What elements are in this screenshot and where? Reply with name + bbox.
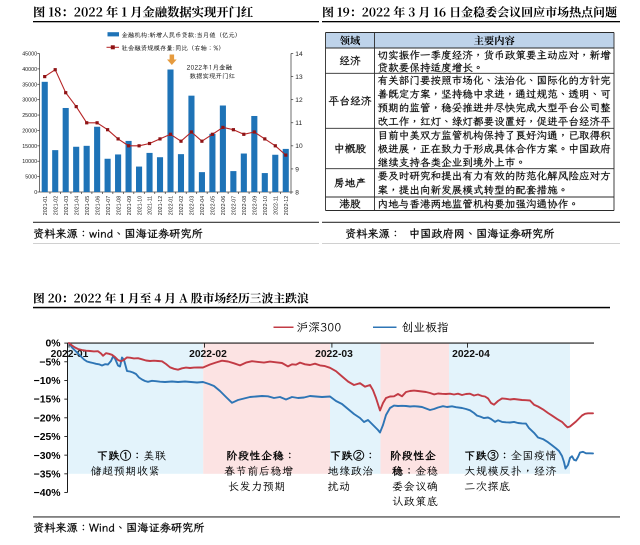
svg-text:2021-10: 2021-10 — [137, 196, 143, 215]
svg-text:8: 8 — [295, 189, 299, 196]
svg-text:2022-12: 2022-12 — [284, 196, 290, 215]
svg-text:2021-02: 2021-02 — [53, 196, 59, 215]
svg-text:−40%: −40% — [34, 488, 61, 499]
svg-text:2022-02: 2022-02 — [179, 196, 185, 215]
svg-text:2021-08: 2021-08 — [116, 196, 122, 215]
svg-text:14: 14 — [295, 51, 303, 58]
svg-text:2022-04: 2022-04 — [452, 349, 490, 360]
svg-text:2022-03: 2022-03 — [190, 196, 196, 215]
svg-text:20000: 20000 — [22, 128, 37, 134]
svg-text:−5%: −5% — [39, 357, 60, 368]
svg-text:2022-02: 2022-02 — [189, 349, 227, 360]
svg-text:10: 10 — [295, 143, 303, 150]
svg-text:40000: 40000 — [22, 67, 37, 73]
svg-text:2021-12: 2021-12 — [158, 196, 164, 215]
svg-text:2021-01: 2021-01 — [43, 196, 49, 215]
svg-text:2021-03: 2021-03 — [64, 196, 70, 215]
svg-text:−25%: −25% — [34, 432, 61, 443]
svg-text:2022-08: 2022-08 — [242, 196, 248, 215]
svg-text:0%: 0% — [45, 339, 60, 350]
svg-text:2021-05: 2021-05 — [85, 196, 91, 215]
svg-text:10000: 10000 — [22, 159, 37, 165]
svg-text:2022-11: 2022-11 — [274, 196, 280, 215]
svg-text:2021-07: 2021-07 — [106, 196, 112, 215]
svg-text:35000: 35000 — [22, 82, 37, 88]
svg-text:13: 13 — [295, 74, 303, 81]
svg-text:5000: 5000 — [25, 175, 37, 181]
svg-text:2021-09: 2021-09 — [127, 196, 133, 215]
svg-text:9: 9 — [295, 166, 299, 173]
svg-text:2022-05: 2022-05 — [211, 196, 217, 215]
svg-text:2022-04: 2022-04 — [200, 196, 206, 215]
svg-text:2022-03: 2022-03 — [315, 349, 353, 360]
svg-text:2022-06: 2022-06 — [221, 196, 227, 215]
svg-text:2022-07: 2022-07 — [232, 196, 238, 215]
svg-text:−20%: −20% — [34, 413, 61, 424]
svg-text:2021-11: 2021-11 — [148, 196, 154, 215]
svg-text:12: 12 — [295, 97, 303, 104]
svg-text:0: 0 — [34, 190, 37, 196]
svg-text:−30%: −30% — [34, 451, 61, 462]
svg-text:2022-10: 2022-10 — [263, 196, 269, 215]
svg-text:2022-01: 2022-01 — [51, 349, 89, 360]
svg-text:30000: 30000 — [22, 98, 37, 104]
svg-text:2022-09: 2022-09 — [253, 196, 259, 215]
svg-text:2021-06: 2021-06 — [95, 196, 101, 215]
svg-text:11: 11 — [295, 120, 302, 127]
svg-text:2022-01: 2022-01 — [169, 196, 175, 215]
svg-text:−35%: −35% — [34, 469, 61, 480]
svg-text:−15%: −15% — [34, 395, 61, 406]
svg-text:2021-04: 2021-04 — [74, 196, 80, 215]
svg-text:45000: 45000 — [22, 52, 37, 58]
svg-text:25000: 25000 — [22, 113, 37, 119]
svg-text:15000: 15000 — [22, 144, 37, 150]
svg-text:−10%: −10% — [34, 376, 61, 387]
